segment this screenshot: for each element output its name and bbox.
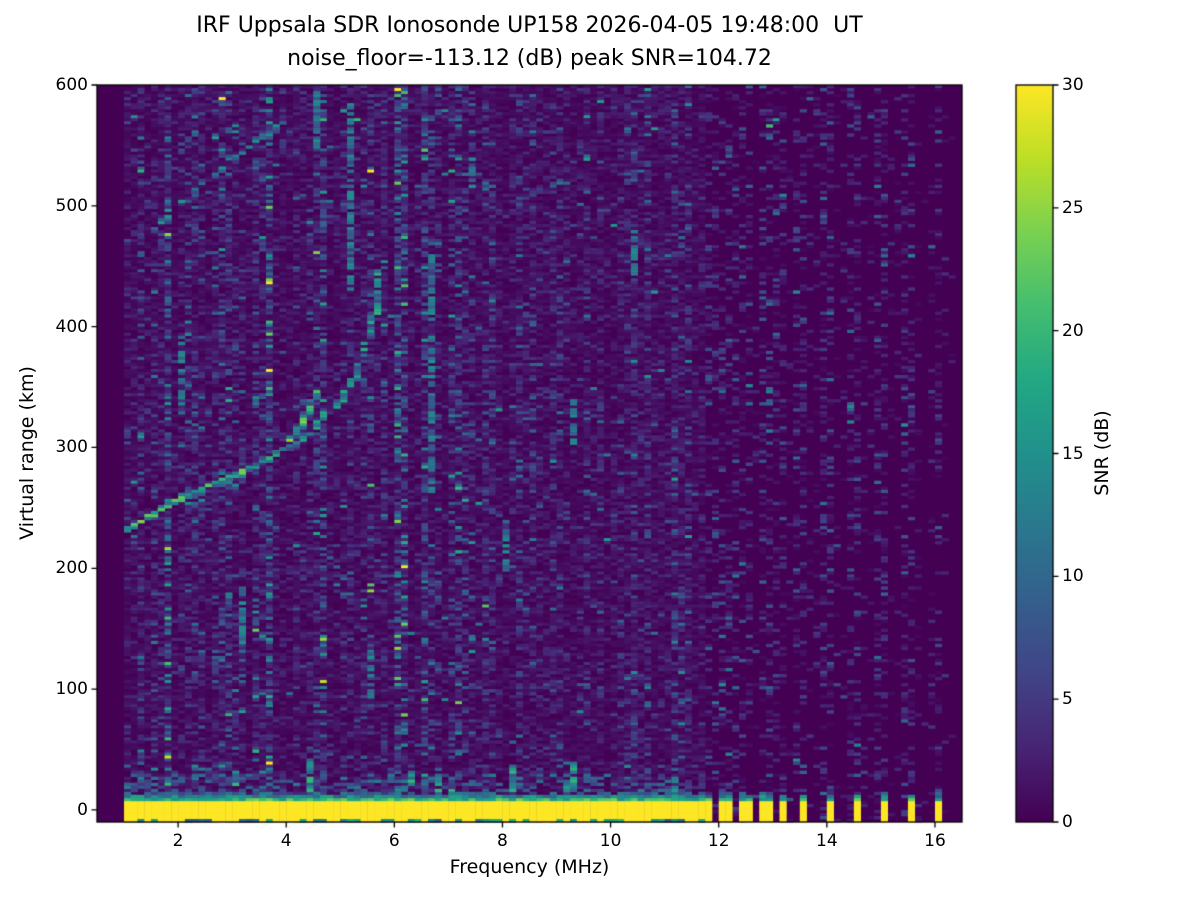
x-tick-label: 8 — [497, 831, 508, 851]
colorbar-tick-label: 20 — [1062, 320, 1084, 341]
colorbar-tick-label: 0 — [1062, 812, 1073, 832]
x-tick-label: 6 — [388, 831, 400, 851]
y-tick-label: 500 — [55, 195, 88, 216]
colorbar-tick-label: 30 — [1062, 75, 1084, 95]
colorbar-tick-label: 5 — [1062, 689, 1073, 710]
y-tick-label: 200 — [55, 558, 88, 579]
y-tick-label: 0 — [77, 799, 88, 820]
chart-title-line1: IRF Uppsala SDR Ionosonde UP158 2026-04-… — [196, 13, 863, 38]
x-tick-label: 16 — [924, 831, 946, 851]
y-tick-label: 400 — [55, 316, 88, 337]
chart-title-line2: noise_floor=-113.12 (dB) peak SNR=104.72 — [287, 46, 772, 71]
x-tick-label: 14 — [816, 831, 838, 851]
x-tick-label: 4 — [280, 831, 292, 851]
x-tick-label: 10 — [599, 831, 622, 851]
colorbar-tick-label: 10 — [1062, 566, 1084, 587]
y-tick-label: 300 — [55, 437, 88, 458]
x-tick-label: 12 — [707, 831, 730, 851]
colorbar-tick-label: 25 — [1062, 197, 1084, 218]
y-tick-label: 600 — [55, 75, 88, 95]
x-axis-label: Frequency (MHz) — [449, 856, 610, 878]
colorbar-tick-label: 15 — [1062, 443, 1084, 464]
x-tick-label: 2 — [172, 831, 184, 851]
y-tick-label: 100 — [55, 679, 88, 700]
